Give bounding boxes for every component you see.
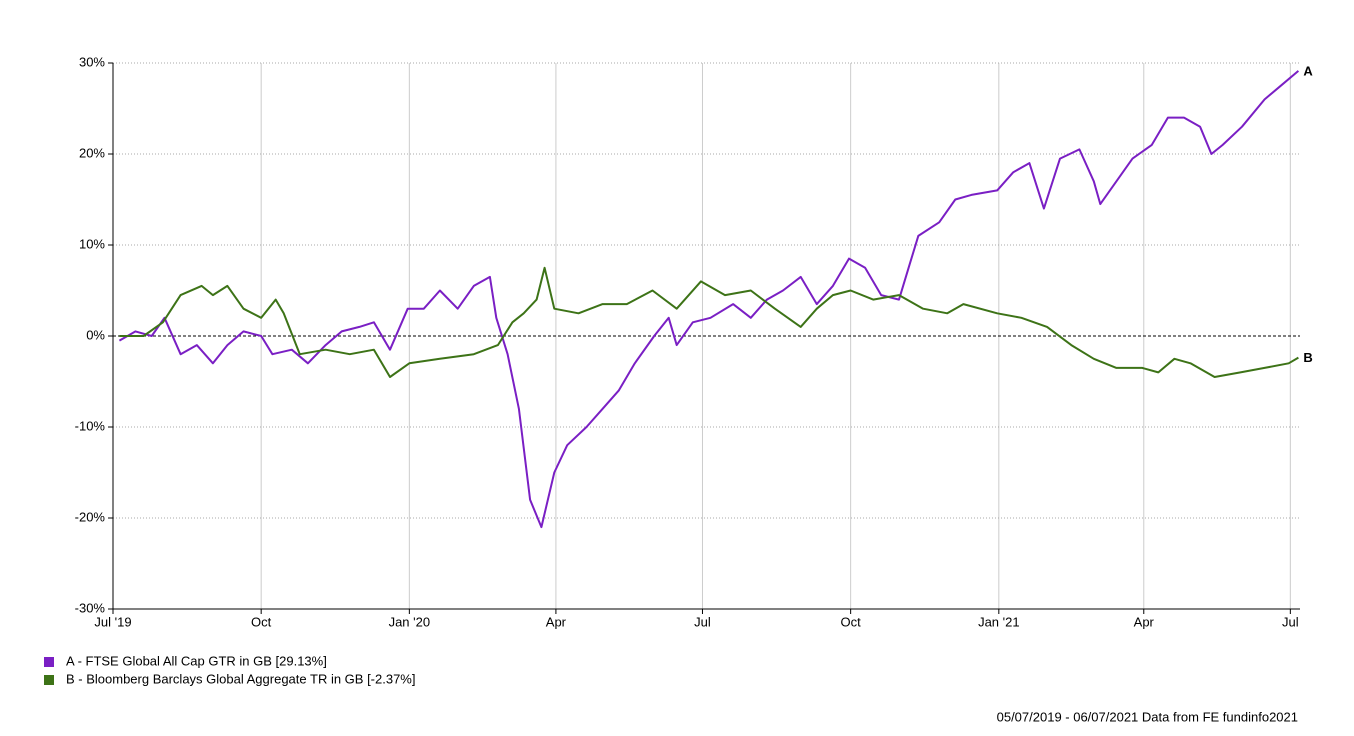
x-tick-label: Apr — [1134, 614, 1155, 629]
x-tick-label: Apr — [546, 614, 567, 629]
x-tick-label: Jul — [694, 614, 711, 629]
x-tick-label: Oct — [251, 614, 272, 629]
source-note: 05/07/2019 - 06/07/2021 Data from FE fun… — [997, 709, 1298, 724]
y-tick-label: -30% — [75, 600, 106, 615]
series-line — [118, 70, 1300, 529]
y-tick-label: 20% — [79, 145, 105, 160]
end-label: A — [1303, 63, 1313, 78]
end-label: B — [1303, 350, 1312, 365]
x-tick-label: Oct — [841, 614, 862, 629]
legend-label: A - FTSE Global All Cap GTR in GB [29.13… — [66, 653, 327, 668]
legend-swatch — [44, 675, 54, 685]
x-tick-label: Jul — [1282, 614, 1299, 629]
y-tick-label: 10% — [79, 236, 105, 251]
x-tick-label: Jan '21 — [978, 614, 1020, 629]
legend-swatch — [44, 657, 54, 667]
y-tick-label: -10% — [75, 418, 106, 433]
series-line — [119, 266, 1299, 378]
y-tick-label: 0% — [86, 327, 105, 342]
y-tick-label: 30% — [79, 54, 105, 69]
legend-label: B - Bloomberg Barclays Global Aggregate … — [66, 671, 415, 686]
x-tick-label: Jan '20 — [389, 614, 431, 629]
x-tick-label: Jul '19 — [94, 614, 131, 629]
y-tick-label: -20% — [75, 509, 106, 524]
